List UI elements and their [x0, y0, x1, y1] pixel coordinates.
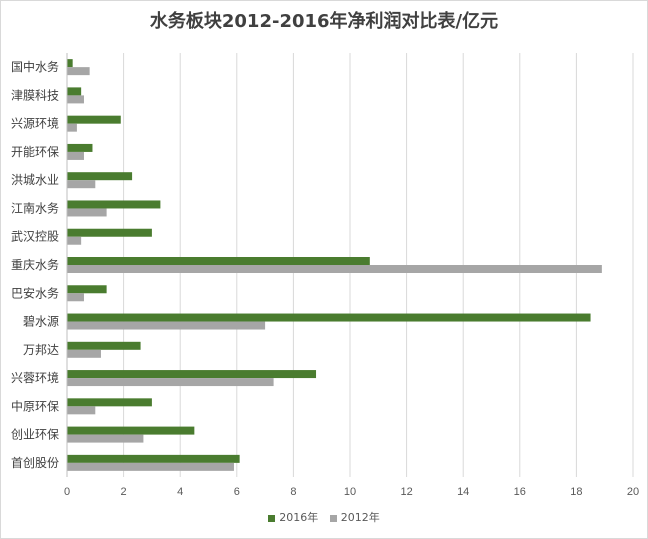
- bar-2012: [67, 67, 90, 76]
- bar-2012: [67, 208, 107, 217]
- bar-2016: [67, 370, 317, 379]
- category-label: 创业环保: [11, 428, 59, 442]
- category-label: 碧水源: [23, 315, 59, 329]
- category-label: 万邦达: [23, 343, 59, 357]
- legend-label-2012: 2012年: [340, 511, 380, 524]
- legend-item-2012: 2012年: [329, 509, 380, 525]
- legend-swatch-2016: [268, 514, 276, 522]
- bar-2012: [67, 180, 96, 189]
- bar-2012: [67, 349, 101, 358]
- legend-item-2016: 2016年: [268, 509, 318, 525]
- bar-2016: [67, 115, 121, 124]
- bar-2016: [67, 285, 107, 294]
- bar-2016: [67, 398, 152, 407]
- bar-2012: [67, 151, 84, 160]
- x-tick-label: 18: [570, 486, 582, 498]
- category-label: 兴蓉环境: [11, 370, 59, 385]
- bar-2012: [67, 265, 602, 273]
- bar-2012: [67, 123, 77, 132]
- bar-2012: [67, 95, 84, 104]
- bar-2016: [67, 228, 152, 237]
- category-label: 开能环保: [11, 145, 59, 159]
- x-tick-label: 20: [627, 486, 639, 498]
- bar-2016: [67, 426, 195, 435]
- bar-2012: [67, 434, 144, 443]
- x-tick-label: 6: [234, 486, 240, 498]
- bar-2012: [67, 406, 96, 415]
- legend: 2016年 2012年: [1, 509, 647, 525]
- bar-2012: [67, 321, 266, 330]
- category-label: 江南水务: [11, 200, 59, 215]
- category-label: 洪城水业: [11, 173, 59, 187]
- x-tick-label: 0: [64, 486, 70, 498]
- category-label: 武汉控股: [11, 230, 59, 244]
- category-label: 中原环保: [11, 398, 59, 413]
- bar-2016: [67, 143, 93, 152]
- bar-2012: [67, 378, 274, 387]
- category-label: 津膜科技: [11, 88, 59, 102]
- category-label: 兴源环境: [11, 116, 59, 131]
- category-label: 巴安水务: [11, 285, 59, 300]
- x-tick-label: 2: [121, 486, 127, 498]
- bar-2012: [67, 293, 84, 302]
- x-tick-label: 10: [344, 486, 356, 498]
- bar-2016: [67, 87, 82, 96]
- x-tick-label: 8: [290, 486, 296, 498]
- bar-2016: [67, 172, 133, 181]
- bar-2012: [67, 236, 82, 245]
- bar-2016: [67, 454, 240, 463]
- x-tick-label: 14: [457, 486, 469, 498]
- legend-swatch-2012: [329, 514, 337, 522]
- bar-2012: [67, 462, 234, 471]
- category-label: 国中水务: [11, 59, 59, 74]
- category-label: 首创股份: [11, 456, 59, 470]
- chart-title: 水务板块2012-2016年净利润对比表/亿元: [149, 11, 499, 32]
- legend-label-2016: 2016年: [279, 511, 319, 524]
- x-tick-label: 12: [400, 486, 412, 498]
- bar-2016: [67, 200, 161, 209]
- bar-2016: [67, 341, 141, 350]
- bar-2016: [67, 257, 370, 265]
- bar-2016: [67, 59, 73, 68]
- category-label: 重庆水务: [11, 257, 59, 272]
- x-tick-label: 16: [514, 486, 526, 498]
- bar-2016: [67, 313, 591, 322]
- x-tick-label: 4: [177, 486, 183, 498]
